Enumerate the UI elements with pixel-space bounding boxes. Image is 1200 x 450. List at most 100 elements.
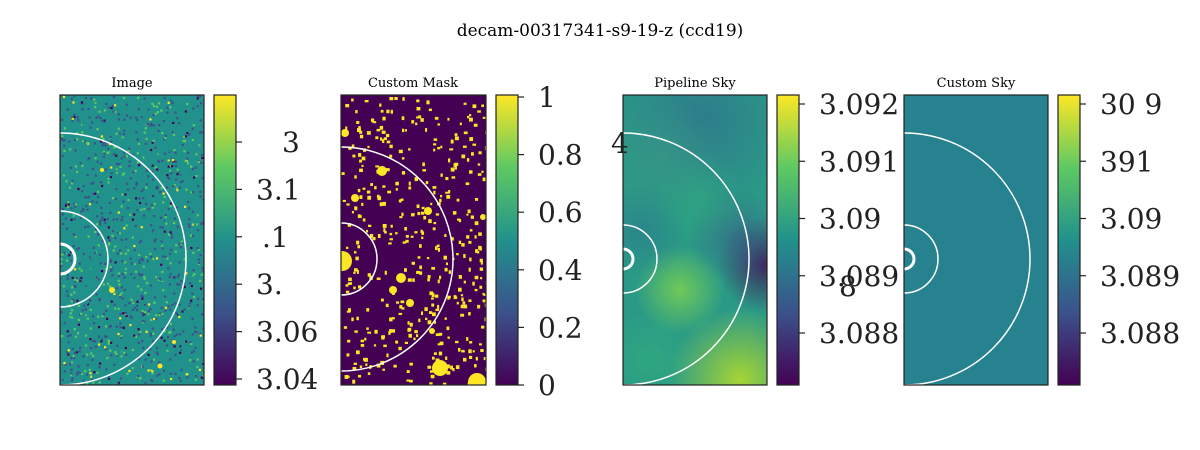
mask-pixel	[421, 211, 425, 215]
noise-pixel	[188, 148, 191, 151]
noise-pixel	[83, 140, 86, 143]
noise-pixel	[143, 97, 146, 100]
noise-pixel	[106, 305, 109, 308]
noise-pixel	[146, 281, 149, 284]
noise-pixel	[88, 257, 91, 260]
colorbar-tick-label: 3.088	[819, 317, 899, 350]
noise-pixel	[70, 309, 74, 312]
noise-pixel	[125, 353, 128, 356]
noise-pixel	[191, 376, 194, 379]
mask-pixel	[400, 198, 404, 201]
mask-pixel	[389, 329, 392, 333]
noise-pixel	[117, 127, 120, 130]
noise-pixel	[147, 108, 150, 111]
noise-pixel	[162, 219, 165, 222]
noise-pixel	[176, 173, 179, 176]
noise-pixel	[101, 184, 104, 188]
noise-pixel	[139, 274, 142, 277]
mask-pixel	[457, 218, 461, 221]
noise-pixel	[182, 226, 186, 229]
noise-pixel	[154, 332, 157, 335]
noise-pixel	[61, 332, 64, 335]
noise-pixel	[89, 338, 92, 341]
noise-pixel	[169, 169, 172, 172]
mask-pixel	[345, 290, 350, 294]
noise-pixel	[113, 122, 116, 125]
noise-pixel	[135, 131, 138, 134]
noise-pixel	[104, 268, 107, 271]
noise-pixel	[172, 143, 175, 146]
noise-pixel	[88, 216, 91, 219]
panel-title: Pipeline Sky	[654, 76, 736, 91]
noise-pixel	[164, 216, 167, 219]
noise-pixel	[85, 315, 88, 319]
noise-pixel	[152, 194, 155, 197]
noise-pixel	[182, 104, 185, 107]
noise-pixel	[151, 141, 154, 144]
noise-pixel	[60, 258, 63, 261]
mask-pixel	[469, 137, 474, 142]
mask-pixel	[419, 265, 422, 270]
noise-pixel	[76, 170, 79, 173]
noise-pixel	[124, 271, 127, 274]
noise-pixel	[128, 123, 131, 126]
mask-pixel	[440, 194, 443, 198]
mask-pixel	[431, 303, 435, 307]
mask-pixel	[380, 137, 383, 141]
mask-pixel	[472, 143, 477, 146]
noise-pixel	[131, 242, 134, 245]
noise-pixel	[129, 315, 132, 318]
noise-pixel	[140, 226, 143, 229]
noise-pixel	[114, 331, 117, 334]
mask-pixel	[361, 156, 366, 161]
noise-pixel	[133, 213, 136, 216]
noise-pixel	[178, 122, 181, 125]
mask-pixel	[355, 110, 358, 114]
mask-pixel	[370, 183, 374, 187]
noise-pixel	[128, 302, 131, 305]
mask-pixel	[435, 358, 440, 362]
mask-pixel	[482, 292, 485, 296]
noise-pixel	[110, 106, 113, 110]
mask-pixel	[347, 223, 352, 227]
colorbar-tick-label: .1	[262, 221, 289, 254]
noise-pixel	[66, 330, 69, 333]
noise-pixel	[67, 205, 70, 208]
noise-pixel	[112, 96, 116, 99]
mask-pixel	[440, 173, 443, 177]
noise-pixel	[70, 372, 73, 375]
mask-pixel	[444, 317, 447, 320]
noise-pixel	[179, 172, 182, 175]
noise-pixel	[119, 295, 122, 298]
noise-pixel	[90, 162, 93, 165]
noise-pixel	[94, 174, 97, 177]
mask-pixel	[364, 337, 367, 341]
mask-pixel	[382, 368, 385, 371]
noise-pixel	[114, 112, 117, 115]
mask-pixel	[443, 255, 447, 260]
noise-pixel	[151, 229, 155, 232]
noise-pixel	[108, 243, 111, 246]
mask-pixel	[414, 231, 418, 234]
noise-pixel	[173, 292, 176, 295]
mask-pixel	[475, 356, 478, 361]
noise-pixel	[152, 258, 155, 261]
mask-pixel	[430, 202, 433, 206]
mask-pixel	[361, 164, 364, 168]
noise-pixel	[143, 277, 146, 280]
noise-pixel	[112, 266, 116, 269]
mask-pixel	[418, 115, 422, 119]
noise-pixel	[188, 207, 191, 210]
noise-pixel	[153, 265, 156, 268]
noise-pixel	[197, 185, 200, 188]
noise-pixel	[108, 340, 111, 343]
noise-pixel	[171, 321, 174, 324]
noise-pixel	[65, 227, 68, 230]
noise-pixel	[159, 216, 163, 219]
noise-pixel	[149, 118, 152, 121]
noise-pixel	[102, 137, 105, 140]
noise-pixel	[136, 138, 139, 141]
colorbar-tick-label: 0	[538, 369, 556, 402]
noise-pixel	[193, 275, 196, 278]
noise-pixel	[117, 118, 121, 121]
